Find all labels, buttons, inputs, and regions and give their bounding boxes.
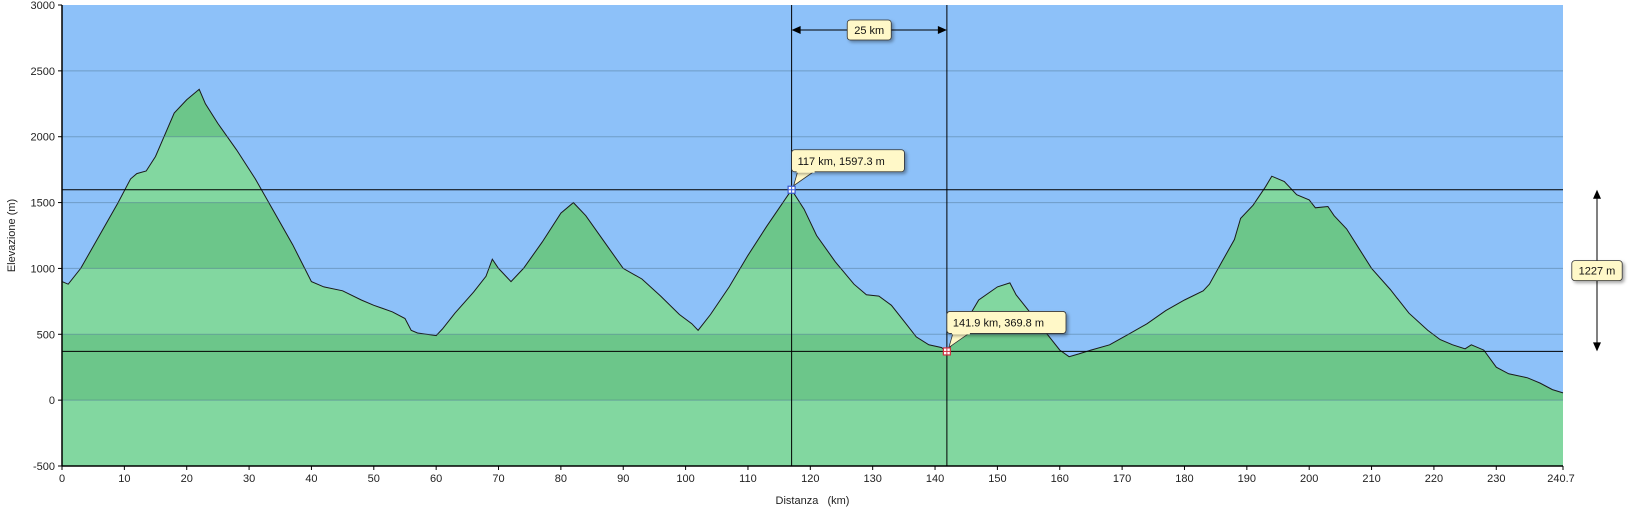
point-marker[interactable] [787, 185, 796, 194]
y-tick-label: 1500 [31, 198, 55, 210]
marker-callout: 141.9 km, 369.8 m [946, 311, 1067, 349]
distance-measure-label: 25 km [846, 19, 892, 41]
x-axis-title: Distanza (km) [776, 495, 850, 507]
y-tick-label: 0 [49, 395, 55, 407]
point-marker[interactable] [942, 347, 951, 356]
x-tick-label: 90 [617, 473, 629, 485]
x-tick-label: 240.7 [1547, 473, 1575, 485]
gridlines [62, 70, 1563, 401]
area-band [62, 334, 1563, 401]
area-band [62, 400, 1563, 466]
x-tick-label: 180 [1175, 473, 1193, 485]
callout-text: 117 km, 1597.3 m [798, 156, 885, 168]
x-tick-label: 110 [739, 473, 757, 485]
x-tick-label: 80 [555, 473, 567, 485]
x-tick-label: 190 [1238, 473, 1256, 485]
x-tick-label: 60 [430, 473, 442, 485]
arrow-head [1593, 342, 1601, 352]
x-tick-label: 170 [1113, 473, 1131, 485]
elevation-profile-line [61, 88, 1564, 394]
callout-box [946, 311, 1067, 334]
elevation-measure-label: 1227 m [1571, 260, 1623, 281]
x-tick-label: 210 [1362, 473, 1380, 485]
distance-measure-label-box [846, 19, 892, 41]
marker-callout: 117 km, 1597.3 m [791, 149, 905, 187]
x-tick-label: 150 [988, 473, 1006, 485]
cursor-lines[interactable] [62, 5, 1563, 466]
y-tick-label: 2500 [31, 66, 55, 78]
y-tick-label: 1000 [31, 263, 55, 275]
x-tick-label: 0 [59, 473, 65, 485]
x-tick-label: 40 [305, 473, 317, 485]
axes [61, 5, 1563, 467]
tick-labels: -500 0 500 1000 1500 2000 2500 3000 0 10 20 30 40 50 6… [31, 0, 1575, 485]
elevation-measure-label-box [1571, 260, 1623, 281]
area-band [62, 268, 1563, 335]
x-tick-label: 200 [1300, 473, 1318, 485]
x-tick-label: 140 [926, 473, 944, 485]
marker-callouts: 117 km, 1597.3 m 141.9 km, 369.8 m [787, 149, 1067, 356]
callout-box [791, 149, 905, 173]
y-tick-label: 3000 [31, 0, 55, 12]
x-tick-label: 120 [801, 473, 819, 485]
x-tick-label: 100 [676, 473, 694, 485]
x-tick-label: 30 [243, 473, 255, 485]
x-tick-label: 160 [1051, 473, 1069, 485]
x-tick-label: 230 [1487, 473, 1505, 485]
callout-text: 141.9 km, 369.8 m [953, 317, 1044, 329]
y-axis-title: Elevazione (m) [6, 199, 18, 272]
x-tick-label: 130 [863, 473, 881, 485]
callout-joint [951, 331, 970, 335]
x-tick-label: 70 [492, 473, 504, 485]
x-tick-label: 20 [181, 473, 193, 485]
x-tick-label: 10 [118, 473, 130, 485]
arrow-head [791, 26, 801, 34]
y-tick-label: -500 [33, 461, 55, 473]
measurement-overlays: 25 km 1227 m [791, 19, 1623, 352]
x-tick-label: 220 [1425, 473, 1443, 485]
y-tick-label: 2000 [31, 132, 55, 144]
x-tick-label: 50 [368, 473, 380, 485]
distance-measure-label-text: 25 km [854, 25, 884, 37]
arrow-head [937, 26, 947, 34]
elevation-measure-label-text: 1227 m [1579, 266, 1616, 278]
callout-joint [796, 169, 815, 173]
arrow-head [1593, 189, 1601, 199]
y-tick-label: 500 [37, 329, 55, 341]
